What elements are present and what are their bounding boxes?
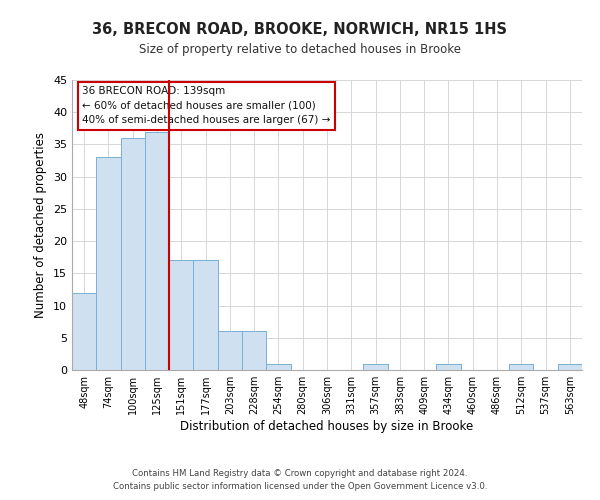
Bar [193, 260, 218, 370]
Text: 36, BRECON ROAD, BROOKE, NORWICH, NR15 1HS: 36, BRECON ROAD, BROOKE, NORWICH, NR15 1… [92, 22, 508, 38]
Bar [509, 364, 533, 370]
Bar [218, 332, 242, 370]
Y-axis label: Number of detached properties: Number of detached properties [34, 132, 47, 318]
Bar [145, 132, 169, 370]
Text: Contains HM Land Registry data © Crown copyright and database right 2024.: Contains HM Land Registry data © Crown c… [132, 469, 468, 478]
Text: Size of property relative to detached houses in Brooke: Size of property relative to detached ho… [139, 42, 461, 56]
Bar [169, 260, 193, 370]
Bar [436, 364, 461, 370]
Bar [266, 364, 290, 370]
Text: Contains public sector information licensed under the Open Government Licence v3: Contains public sector information licen… [113, 482, 487, 491]
Bar [96, 158, 121, 370]
Bar [121, 138, 145, 370]
Bar [242, 332, 266, 370]
Bar [72, 292, 96, 370]
Text: 36 BRECON ROAD: 139sqm
← 60% of detached houses are smaller (100)
40% of semi-de: 36 BRECON ROAD: 139sqm ← 60% of detached… [82, 86, 331, 126]
Bar [558, 364, 582, 370]
Bar [364, 364, 388, 370]
X-axis label: Distribution of detached houses by size in Brooke: Distribution of detached houses by size … [181, 420, 473, 433]
